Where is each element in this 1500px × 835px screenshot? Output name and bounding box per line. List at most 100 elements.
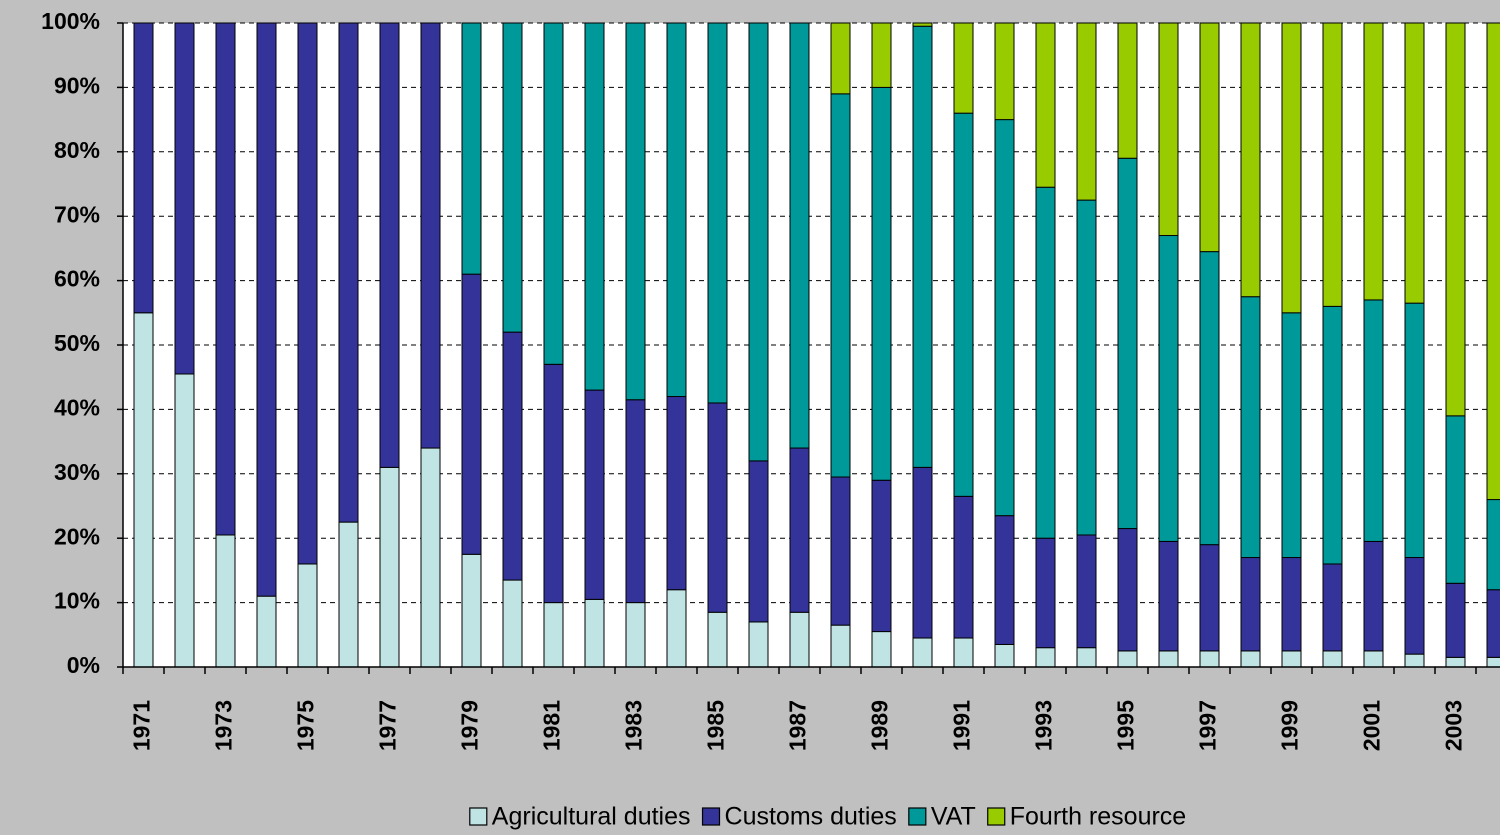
bar-segment bbox=[1076, 22, 1097, 201]
bar-segment bbox=[1240, 22, 1261, 298]
bar-segment bbox=[133, 312, 154, 668]
bar-segment bbox=[1240, 557, 1261, 652]
x-tick-label: 1993 bbox=[1031, 700, 1057, 751]
bar-segment bbox=[584, 598, 605, 668]
bar-segment bbox=[379, 466, 400, 668]
y-tick-label: 100% bbox=[41, 8, 100, 34]
bar-segment bbox=[1199, 650, 1220, 668]
y-tick-label: 20% bbox=[54, 523, 100, 549]
bar-segment bbox=[953, 22, 974, 114]
bar-segment bbox=[1076, 199, 1097, 536]
bar-segment bbox=[1281, 557, 1302, 652]
x-tick-label: 1979 bbox=[457, 700, 483, 751]
bar-segment bbox=[1486, 22, 1500, 501]
bar-segment bbox=[461, 273, 482, 555]
bar-segment bbox=[1199, 251, 1220, 546]
bar-segment bbox=[994, 119, 1015, 517]
y-tick-label: 70% bbox=[54, 201, 100, 227]
bar-segment bbox=[256, 595, 277, 668]
bar-segment bbox=[1404, 653, 1425, 668]
bar-segment bbox=[1322, 22, 1343, 307]
bar-segment bbox=[1117, 650, 1138, 668]
x-tick-label: 2003 bbox=[1441, 700, 1467, 751]
bar-segment bbox=[1035, 647, 1056, 668]
bar-segment bbox=[502, 331, 523, 581]
bar-segment bbox=[1117, 157, 1138, 530]
bar-segment bbox=[1117, 22, 1138, 159]
x-tick-label: 1977 bbox=[375, 700, 401, 751]
bar-segment bbox=[953, 637, 974, 668]
bar-segment bbox=[297, 563, 318, 668]
legend-label: Customs duties bbox=[725, 803, 897, 831]
y-tick-label: 90% bbox=[54, 72, 100, 98]
x-tick-label: 1975 bbox=[293, 700, 319, 751]
bar-segment bbox=[1117, 528, 1138, 652]
bar-segment bbox=[1322, 305, 1343, 565]
bar-segment bbox=[789, 447, 810, 613]
bar-segment bbox=[748, 621, 769, 668]
bar-segment bbox=[1158, 650, 1179, 668]
bar-segment bbox=[953, 112, 974, 497]
x-tick-label: 1997 bbox=[1195, 700, 1221, 751]
bar-segment bbox=[1199, 544, 1220, 652]
bar-segment bbox=[174, 373, 195, 668]
bar-segment bbox=[1363, 22, 1384, 301]
bar-segment bbox=[1322, 563, 1343, 652]
bar-segment bbox=[1486, 656, 1500, 668]
bar-segment bbox=[379, 22, 400, 468]
bar-segment bbox=[1035, 186, 1056, 539]
bar-segment bbox=[1158, 22, 1179, 237]
bar-segment bbox=[584, 22, 605, 391]
bar-segment bbox=[133, 22, 154, 314]
bar-segment bbox=[912, 25, 933, 468]
bar-segment bbox=[256, 22, 277, 597]
bar-segment bbox=[1035, 22, 1056, 188]
bar-segment bbox=[1486, 499, 1500, 591]
bar-segment bbox=[338, 521, 359, 668]
bar-segment bbox=[953, 495, 974, 639]
bar-segment bbox=[912, 637, 933, 668]
bar-segment bbox=[543, 602, 564, 668]
x-tick-label: 1995 bbox=[1113, 700, 1139, 751]
bar-segment bbox=[666, 589, 687, 668]
legend-label: Fourth resource bbox=[1010, 803, 1186, 831]
bar-segment bbox=[215, 534, 236, 668]
bar-segment bbox=[1404, 22, 1425, 304]
bar-segment bbox=[1281, 650, 1302, 668]
bar-segment bbox=[1240, 650, 1261, 668]
bar-segment bbox=[584, 389, 605, 600]
bar-segment bbox=[502, 579, 523, 668]
bar-segment bbox=[420, 447, 441, 668]
bar-segment bbox=[994, 515, 1015, 645]
bar-segment bbox=[1076, 534, 1097, 649]
x-tick-label: 1981 bbox=[539, 700, 565, 751]
bar-segment bbox=[707, 402, 728, 613]
y-tick-label: 60% bbox=[54, 266, 100, 292]
y-tick-label: 10% bbox=[54, 588, 100, 614]
bar-segment bbox=[871, 631, 892, 668]
bar-segment bbox=[297, 22, 318, 565]
bar-segment bbox=[174, 22, 195, 375]
bar-segment bbox=[1158, 540, 1179, 652]
bar-segment bbox=[1404, 557, 1425, 655]
bar-segment bbox=[543, 363, 564, 604]
bar-segment bbox=[830, 22, 851, 95]
bar-segment bbox=[748, 460, 769, 623]
bar-segment bbox=[666, 396, 687, 591]
bar-segment bbox=[789, 22, 810, 449]
bar-segment bbox=[666, 22, 687, 398]
bar-segment bbox=[1445, 656, 1466, 668]
bar-segment bbox=[1158, 235, 1179, 542]
x-tick-label: 1985 bbox=[703, 700, 729, 751]
legend-label: Agricultural duties bbox=[492, 803, 691, 831]
y-tick-label: 30% bbox=[54, 459, 100, 485]
bar-segment bbox=[1199, 22, 1220, 253]
bar-segment bbox=[625, 22, 646, 401]
bar-segment bbox=[1445, 415, 1466, 584]
bar-segment bbox=[1486, 589, 1500, 658]
bar-segment bbox=[707, 611, 728, 668]
y-tick-label: 0% bbox=[67, 652, 100, 678]
bar-segment bbox=[420, 22, 441, 449]
bar-segment bbox=[912, 22, 933, 27]
